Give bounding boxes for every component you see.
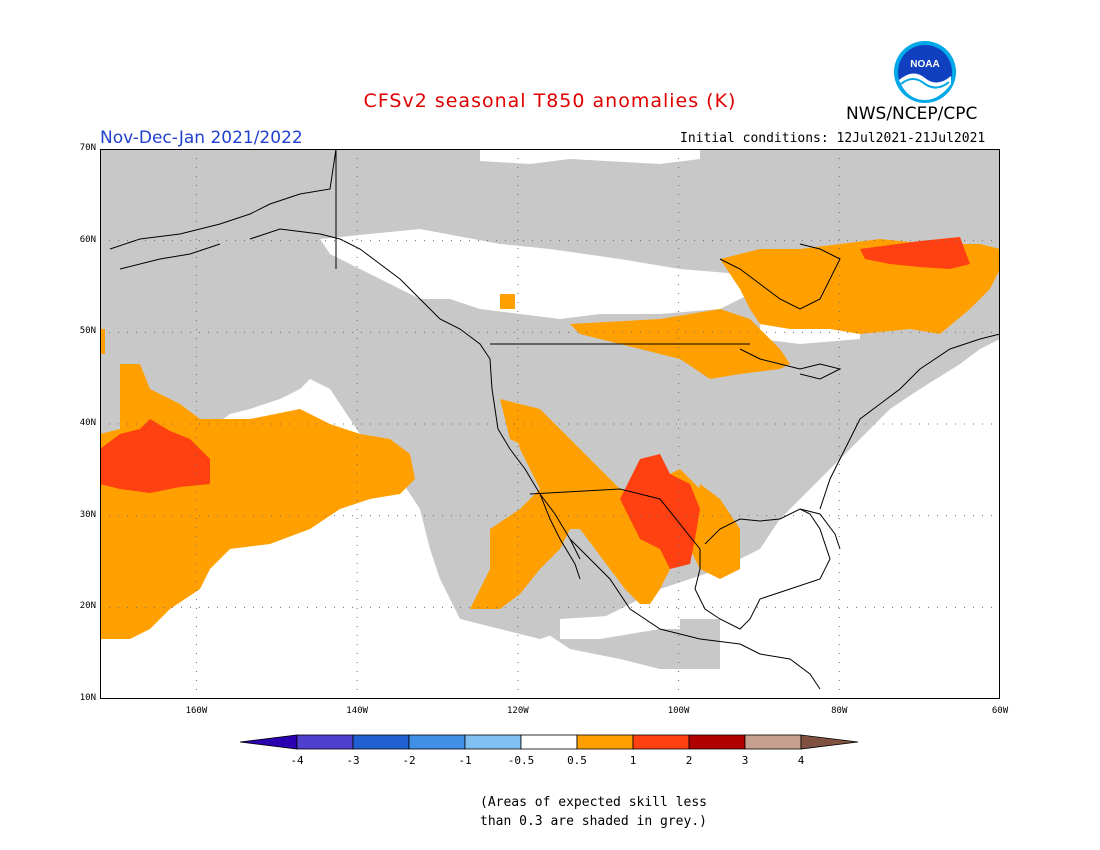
colorbar-label: -4 bbox=[290, 754, 304, 767]
lat-label: 50N bbox=[79, 326, 96, 337]
season-label: Nov-Dec-Jan 2021/2022 bbox=[100, 128, 303, 148]
colorbar-label: 3 bbox=[741, 754, 749, 767]
colorbar-box bbox=[464, 734, 522, 750]
anomaly-0-5-to-1 bbox=[100, 239, 1000, 639]
colorbar-arrow-low bbox=[240, 734, 298, 750]
colorbar bbox=[240, 734, 859, 750]
colorbar-label: -2 bbox=[402, 754, 416, 767]
colorbar-label: 2 bbox=[685, 754, 693, 767]
lon-label: 160W bbox=[185, 706, 208, 716]
colorbar-box bbox=[296, 734, 354, 750]
lat-lon-grid bbox=[100, 149, 1000, 699]
colorbar-label: 0.5 bbox=[567, 754, 587, 767]
lon-label: 100W bbox=[667, 706, 690, 716]
skill-note-line1: (Areas of expected skill less bbox=[480, 795, 707, 810]
colorbar-label: -3 bbox=[346, 754, 360, 767]
colorbar-box bbox=[632, 734, 690, 750]
initial-conditions: Initial conditions: 12Jul2021-21Jul2021 bbox=[680, 131, 986, 146]
lon-label: 140W bbox=[346, 706, 368, 716]
lon-label: 80W bbox=[831, 706, 848, 716]
colorbar-box bbox=[408, 734, 466, 750]
colorbar-arrow-high bbox=[800, 734, 859, 750]
organization-label: NWS/NCEP/CPC bbox=[846, 104, 978, 124]
colorbar-box bbox=[352, 734, 410, 750]
coastlines-and-borders bbox=[109, 149, 1000, 690]
lat-label: 10N bbox=[79, 693, 96, 703]
colorbar-label: -1 bbox=[458, 754, 472, 767]
map-title: CFSv2 seasonal T850 anomalies (K) bbox=[363, 90, 737, 112]
lat-label: 20N bbox=[79, 601, 96, 612]
lat-label: 30N bbox=[79, 509, 96, 520]
lon-label: 60W bbox=[991, 706, 1009, 716]
skill-note: (Areas of expected skill less than 0.3 a… bbox=[480, 793, 707, 831]
logo-text: NOAA bbox=[910, 59, 939, 70]
anomaly-map bbox=[100, 149, 1000, 699]
colorbar-box bbox=[744, 734, 802, 750]
skill-note-line2: than 0.3 are shaded in grey.) bbox=[480, 814, 707, 829]
noaa-logo: NOAA bbox=[894, 41, 956, 103]
lat-label: 40N bbox=[79, 418, 96, 428]
colorbar-box bbox=[520, 734, 578, 750]
colorbar-label: -0.5 bbox=[507, 754, 535, 767]
colorbar-box bbox=[688, 734, 746, 750]
colorbar-label: 1 bbox=[629, 754, 637, 767]
colorbar-box bbox=[576, 734, 634, 750]
colorbar-label: 4 bbox=[797, 754, 805, 767]
anomaly-1-to-2 bbox=[100, 237, 970, 569]
lat-label: 70N bbox=[79, 143, 96, 153]
lon-label: 120W bbox=[507, 706, 529, 716]
lat-label: 60N bbox=[79, 234, 96, 245]
